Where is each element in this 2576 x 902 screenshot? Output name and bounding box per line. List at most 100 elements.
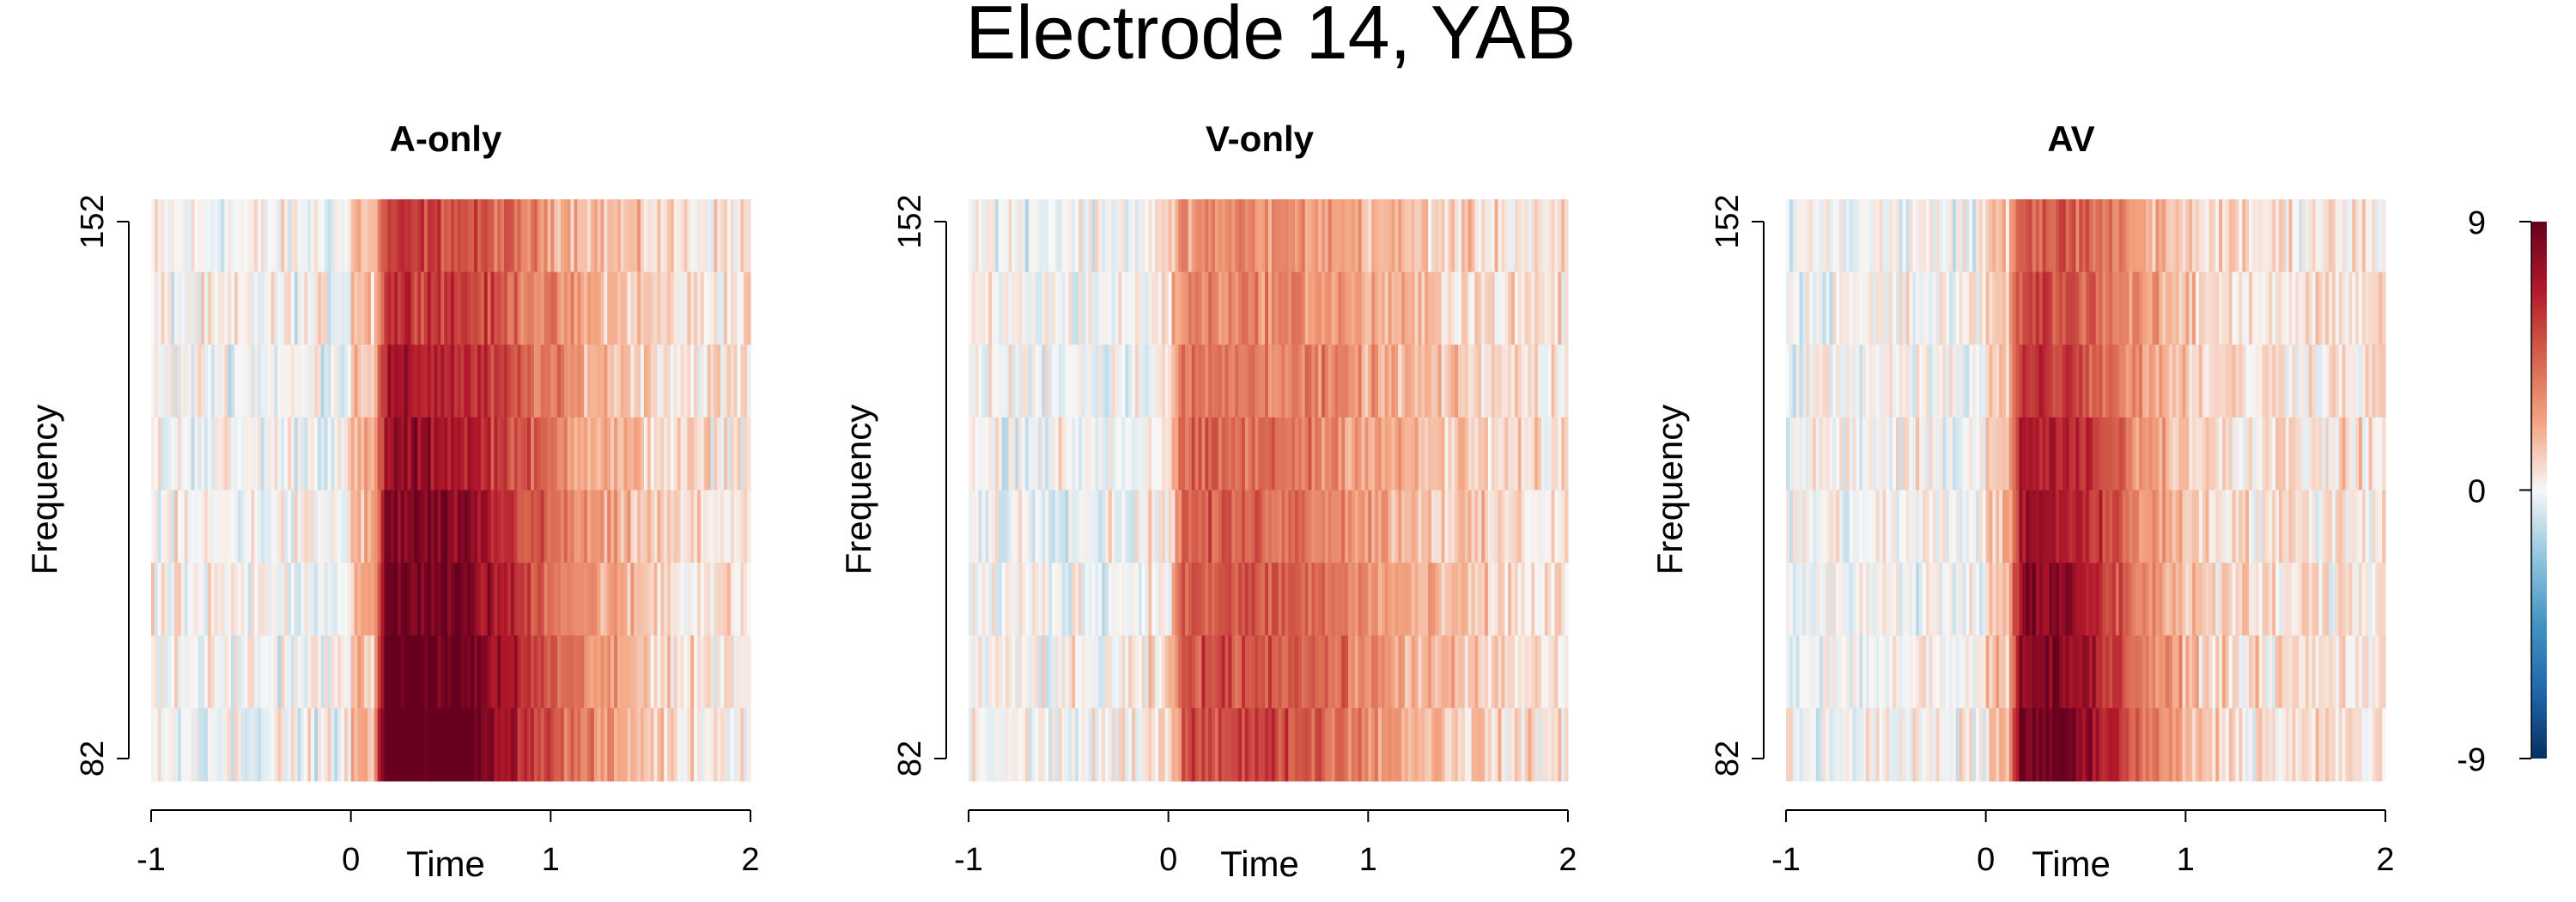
heatmap-cell [1065,490,1069,564]
heatmap-cell [2215,199,2220,273]
heatmap-cell [687,563,691,637]
heatmap-cell [1182,344,1186,418]
heatmap-cell [1996,199,2000,273]
heatmap-cell [1338,490,1342,564]
heatmap-cell [251,344,255,418]
heatmap-cell [1859,199,1863,273]
heatmap-cell [2042,490,2047,564]
heatmap-cell [194,417,198,491]
heatmap-cell [1111,635,1116,709]
heatmap-cell [314,490,319,564]
heatmap-cell [2292,417,2296,491]
heatmap-cell [2228,635,2233,709]
heatmap-cell [2295,635,2300,709]
heatmap-cell [1258,563,1262,637]
heatmap-cell [1925,271,1930,345]
heatmap-cell [1208,417,1212,491]
heatmap-cell [2382,271,2386,345]
heatmap-cell [2315,271,2320,345]
heatmap-cell [1813,417,1817,491]
heatmap-cell [2015,344,2020,418]
heatmap-cell [361,708,365,782]
heatmap-cell [723,490,728,564]
heatmap-cell [490,635,495,709]
heatmap-cell [560,344,565,418]
heatmap-cell [1084,271,1090,345]
heatmap-cell [1291,563,1296,637]
heatmap-cell [1448,271,1452,345]
heatmap-cell [1868,271,1874,345]
heatmap-cell [2288,271,2293,345]
heatmap-cell [1922,271,1927,345]
heatmap-cell [1061,490,1066,564]
heatmap-cell [1208,563,1212,637]
heatmap-cell [2162,199,2166,273]
heatmap-cell [1188,490,1193,564]
heatmap-cell [597,635,602,709]
heatmap-cell [1467,635,1473,709]
heatmap-cell [1407,490,1413,564]
heatmap-cell [1261,417,1266,491]
heatmap-cell [687,199,691,273]
heatmap-cell [240,199,246,273]
heatmap-cell [1115,417,1120,491]
heatmap-cell [187,417,192,491]
x-tick-label: -1 [137,842,166,878]
heatmap-cell [1205,708,1209,782]
heatmap-cell [1521,490,1526,564]
heatmap-cell [1418,271,1422,345]
heatmap-cell [2019,271,2023,345]
heatmap-cell [740,708,744,782]
heatmap-cell [992,490,996,564]
y-tick-label: 152 [892,194,928,248]
heatmap-cell [2159,199,2163,273]
heatmap-cell [294,708,299,782]
heatmap-cell [1348,344,1352,418]
heatmap-cell [1024,344,1030,418]
heatmap-cells [151,199,751,782]
heatmap-cell [1208,490,1212,564]
heatmap-cell [2155,344,2160,418]
heatmap-cell [151,271,155,345]
heatmap-cell [2295,490,2300,564]
heatmap-cell [337,635,342,709]
heatmap-cell [660,271,665,345]
heatmap-cell [1334,708,1340,782]
heatmap-cell [985,271,989,345]
heatmap-cell [1561,344,1565,418]
heatmap-cell [151,635,155,709]
heatmap-cell [1882,344,1886,418]
heatmap-cell [1434,635,1439,709]
heatmap-cell [531,635,535,709]
heatmap-cell [1088,344,1093,418]
heatmap-cell [174,490,179,564]
heatmap-cell [1358,417,1363,491]
heatmap-cell [1514,344,1519,418]
heatmap-cell [440,563,445,637]
heatmap-cell [1175,199,1179,273]
heatmap-cell [1221,344,1226,418]
heatmap-cell [494,708,498,782]
heatmap-cell [1265,490,1269,564]
heatmap-cell [1108,490,1113,564]
heatmap-cell [1251,199,1256,273]
heatmap-cell [2372,417,2376,491]
heatmap-cell [2292,708,2296,782]
heatmap-cell [2032,344,2037,418]
heatmap-cell [1238,417,1242,491]
heatmap-cell [985,563,989,637]
heatmap-cell [1327,635,1333,709]
heatmap-cell [1384,271,1389,345]
heatmap-cell [2225,563,2230,637]
heatmap-cell [1501,344,1505,418]
heatmap-cell [650,635,655,709]
heatmap-cell [2192,417,2196,491]
heatmap-cell [1418,635,1422,709]
heatmap-cell [1786,417,1790,491]
heatmap-cell [540,271,545,345]
heatmap-cell [1394,708,1399,782]
heatmap-cell [180,635,185,709]
heatmap-cell [726,708,732,782]
heatmap-cell [2008,563,2014,637]
heatmap-cell [1929,344,1934,418]
